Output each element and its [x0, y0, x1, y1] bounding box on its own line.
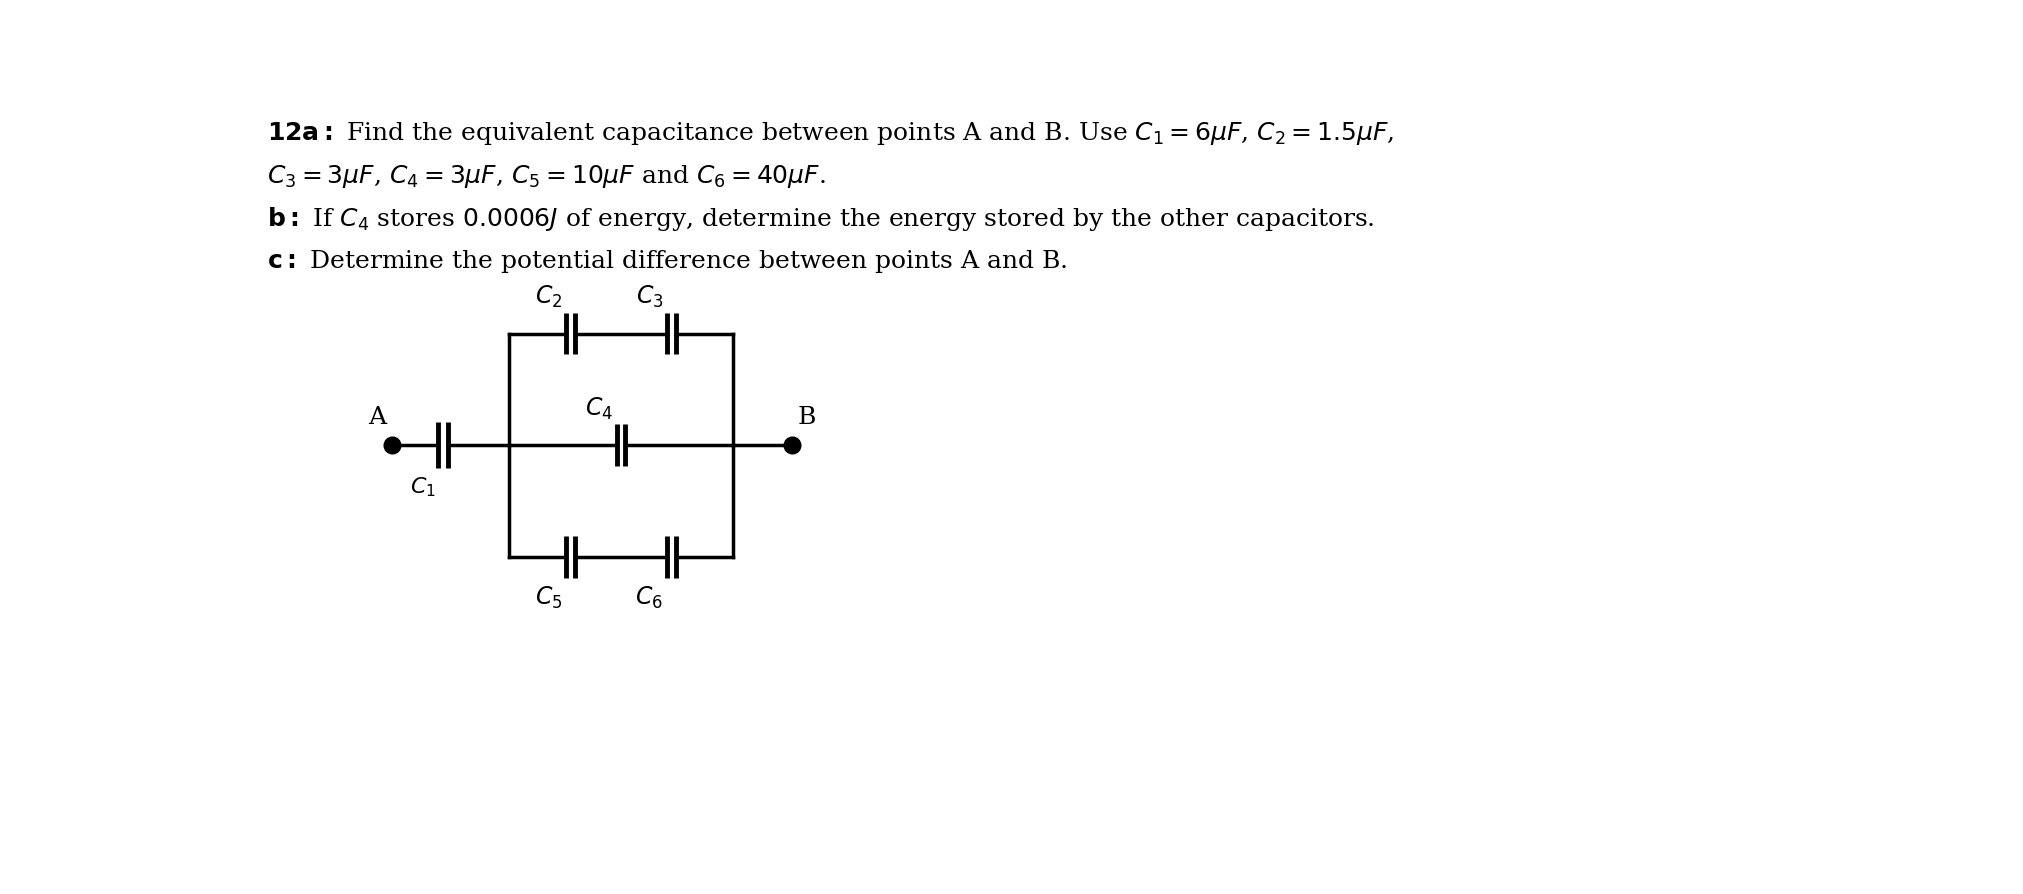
Text: $\bf{b:}$ If $C_4$ stores $0.0006J$ of energy, determine the energy stored by th: $\bf{b:}$ If $C_4$ stores $0.0006J$ of e…	[267, 205, 1374, 233]
Text: $C_5$: $C_5$	[534, 584, 562, 611]
Text: $\bf{12a:}$ Find the equivalent capacitance between points A and B. Use $C_1 = 6: $\bf{12a:}$ Find the equivalent capacita…	[267, 121, 1394, 148]
Text: $C_3$: $C_3$	[635, 283, 664, 309]
Text: $C_6$: $C_6$	[635, 584, 664, 611]
Text: $\bf{c:}$ Determine the potential difference between points A and B.: $\bf{c:}$ Determine the potential differ…	[267, 248, 1066, 274]
Text: B: B	[797, 406, 815, 429]
Text: $C_3 = 3\mu F$, $C_4 = 3\mu F$, $C_5 = 10\mu F$ and $C_6 = 40\mu F$.: $C_3 = 3\mu F$, $C_4 = 3\mu F$, $C_5 = 1…	[267, 163, 825, 190]
Text: $C_2$: $C_2$	[536, 283, 562, 309]
Text: $C_1$: $C_1$	[411, 475, 437, 499]
Text: $C_4$: $C_4$	[585, 395, 613, 421]
Text: A: A	[368, 406, 386, 429]
